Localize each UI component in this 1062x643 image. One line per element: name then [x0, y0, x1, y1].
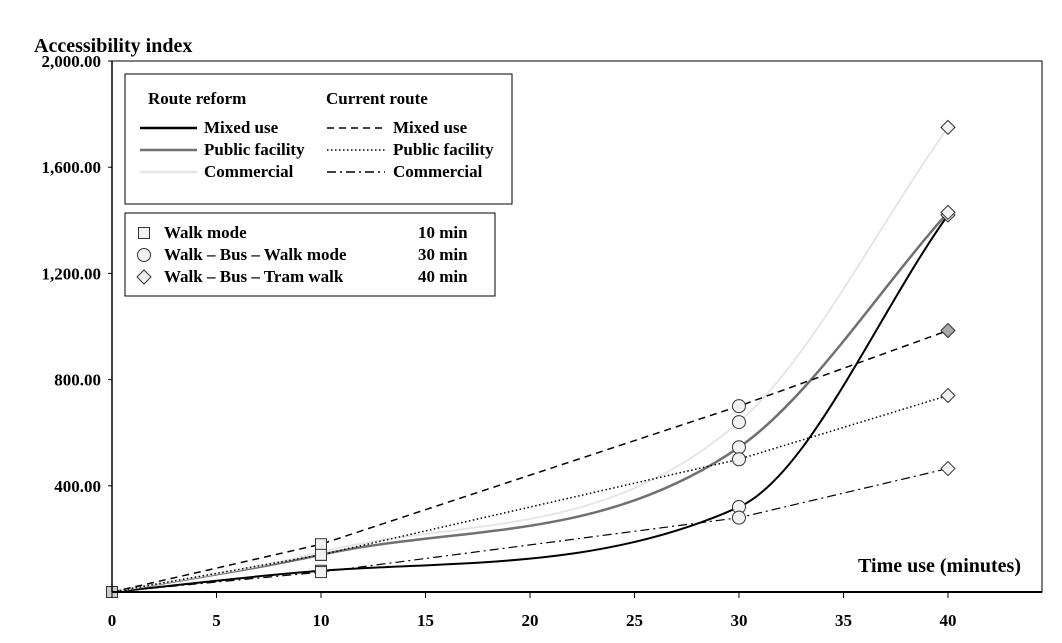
data-point-route-reform-commercial-30	[731, 415, 746, 430]
legend-mode-label-diamond: Walk – Bus – Tram walk	[164, 267, 344, 286]
legend-line-items: Mixed use Public facility Commercial Mixed …	[140, 118, 494, 181]
x-tick-label-30: 30	[730, 611, 747, 630]
legend-header-route-reform: Route reform	[148, 89, 246, 108]
legend-label-reform-commercial: Commercial	[204, 162, 294, 181]
data-point-current-route-public-facility-40	[940, 387, 956, 404]
data-point-route-reform-public-facility-30	[731, 440, 746, 455]
data-point-current-route-commercial-10	[314, 566, 327, 579]
y-tick-label: 400.00	[54, 477, 101, 496]
legend-label-current-public-facility: Public facility	[393, 140, 494, 159]
series-line-route-reform-commercial	[111, 126, 949, 593]
data-point-current-route-commercial-40	[940, 460, 956, 477]
legend-marker-circle	[137, 248, 151, 262]
data-point-current-route-mixed-use-30	[731, 399, 746, 414]
series-group	[111, 126, 949, 594]
legend-mode-time-square: 10 min	[418, 223, 468, 242]
x-tick-label-20: 20	[521, 611, 538, 630]
legend-lines-frame	[124, 73, 513, 205]
data-point-route-reform-public-facility-40	[940, 204, 956, 221]
series-line-current-route-commercial	[111, 467, 949, 593]
legend-mode-label-square: Walk mode	[164, 223, 247, 242]
legend-marker-diamond	[136, 269, 152, 285]
legend-mode-time-diamond: 40 min	[418, 267, 468, 286]
legend-markers-box: Walk mode 10 min Walk – Bus – Walk mode 30 …	[124, 212, 496, 297]
series-line-route-reform-public-facility	[111, 211, 949, 594]
x-tick-label-40: 40	[939, 611, 956, 630]
y-tick-labels: 2,000.00 1,600.00 1,200.00 800.00 400.00	[42, 52, 102, 496]
x-tick-label-25: 25	[626, 611, 643, 630]
x-tick-label-15: 15	[417, 611, 434, 630]
x-tick-label-10: 10	[312, 611, 329, 630]
legend-label-reform-mixed-use: Mixed use	[204, 118, 279, 137]
y-tick-label: 1,200.00	[42, 264, 102, 283]
x-tick-label-35: 35	[835, 611, 852, 630]
data-point-current-route-commercial-30	[731, 510, 746, 525]
data-point-route-reform-commercial-40	[940, 119, 956, 136]
legend-header-current-route: Current route	[326, 89, 428, 108]
data-point-current-route-mixed-use-40	[940, 322, 956, 339]
legend-label-reform-public-facility: Public facility	[204, 140, 305, 159]
series-line-current-route-mixed-use	[111, 329, 949, 593]
series-line-route-reform-mixed-use	[111, 214, 949, 593]
data-point-current-route-public-facility-30	[731, 452, 746, 467]
y-tick-label: 2,000.00	[42, 52, 102, 71]
x-axis-title: Time use (minutes)	[858, 555, 1021, 577]
data-point-current-route-public-facility-10	[314, 548, 327, 561]
data-point-current-route-mixed-use-10	[314, 538, 327, 551]
legend-marker-items: Walk mode 10 min Walk – Bus – Walk mode 30 …	[136, 223, 468, 286]
x-tick-label-0: 0	[108, 611, 117, 630]
legend-markers-frame	[124, 212, 496, 297]
series-line-current-route-public-facility	[111, 394, 949, 593]
legend-mode-time-circle: 30 min	[418, 245, 468, 264]
y-axis-title: Accessibility index	[34, 35, 192, 57]
y-tick-label: 800.00	[54, 371, 101, 390]
y-tick-label: 1,600.00	[42, 158, 102, 177]
axis-group	[108, 60, 1042, 598]
legend-mode-label-circle: Walk – Bus – Walk mode	[164, 245, 347, 264]
legend-label-current-mixed-use: Mixed use	[393, 118, 468, 137]
legend-label-current-commercial: Commercial	[393, 162, 483, 181]
legend-lines-box: Route reform Current route Mixed use Publ…	[124, 73, 513, 205]
x-tick-labels: 0 5 10 15 20 25 30 35 40	[108, 611, 957, 630]
legend-marker-square	[138, 227, 150, 239]
x-tick-label-5: 5	[212, 611, 221, 630]
markers-group	[106, 119, 956, 598]
